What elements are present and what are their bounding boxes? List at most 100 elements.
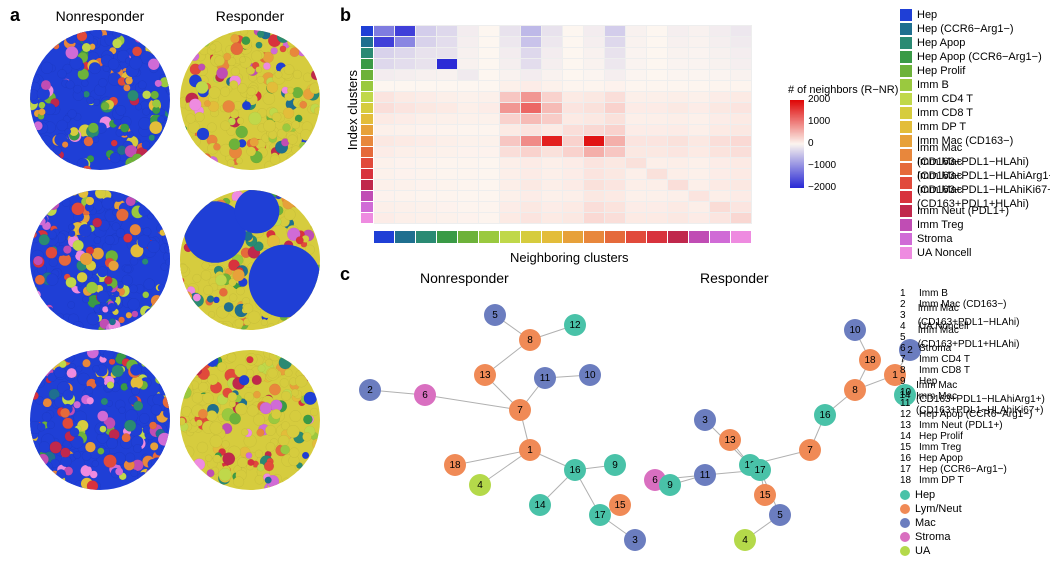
legend-label: Imm CD4 T [917,92,973,106]
colorbar-tick: 2000 [808,95,836,117]
legend-group-label: UA [915,544,930,558]
legend-swatch [900,65,912,77]
colorbar-tick: 1000 [808,117,836,139]
svg-text:12: 12 [569,320,581,331]
svg-text:1: 1 [892,370,898,381]
legend-swatch [900,23,912,35]
legend-row: Hep Apop (CCR6−Arg1−) [900,50,1050,64]
svg-text:1: 1 [527,445,533,456]
svg-text:5: 5 [777,510,783,521]
legend-group-label: Stroma [915,530,950,544]
svg-text:17: 17 [754,465,766,476]
svg-text:16: 16 [819,410,831,421]
legend-group-row: Stroma [900,530,962,544]
legend-num-row: 18Imm DP T [900,475,1050,486]
heatmap [360,25,780,235]
legend-row: Hep (CCR6−Arg1−) [900,22,1050,36]
colorbar-tick: 0 [808,139,836,161]
legend-label: Hep Apop (CCR6−Arg1−) [917,50,1042,64]
legend-label: Imm Treg [917,218,963,232]
svg-text:4: 4 [742,535,748,546]
legend-node-groups: HepLym/NeutMacStromaUA [900,488,962,558]
legend-row: UA Noncell [900,246,1050,260]
svg-text:14: 14 [534,500,546,511]
svg-text:6: 6 [422,390,428,401]
legend-swatch [900,93,912,105]
legend-label: Hep [917,8,937,22]
legend-swatch [900,247,912,259]
legend-group-label: Mac [915,516,936,530]
legend-dot [900,504,910,514]
legend-label: Hep Apop [917,36,965,50]
legend-group-row: Lym/Neut [900,502,962,516]
legend-row: Imm CD8 T [900,106,1050,120]
colorbar [790,100,804,188]
svg-text:2: 2 [367,385,373,396]
legend-group-label: Lym/Neut [915,502,962,516]
network-responder: 123456789101112131415161718 [620,290,930,560]
legend-row: Imm Mac (CD163+PDL1+HLAhi) [900,190,1050,204]
legend-swatch [900,177,912,189]
legend-row: Hep Apop [900,36,1050,50]
legend-swatch [900,51,912,63]
legend-swatch [900,163,912,175]
legend-swatch [900,135,912,147]
legend-swatch [900,107,912,119]
legend-label: Hep (CCR6−Arg1−) [917,22,1014,36]
svg-text:8: 8 [852,385,858,396]
svg-text:15: 15 [759,490,771,501]
network-nonresponder: 123456789101112131415161718 [340,290,650,560]
colorbar-ticks: 200010000−1000−2000 [808,95,836,205]
svg-text:13: 13 [479,370,491,381]
svg-text:7: 7 [517,405,523,416]
svg-text:11: 11 [700,470,711,481]
legend-group-row: UA [900,544,962,558]
legend-node-numbers: 1Imm B2Imm Mac (CD163−)3Imm Mac (CD163+P… [900,288,1050,486]
legend-row: Imm Treg [900,218,1050,232]
svg-text:5: 5 [492,310,498,321]
legend-swatch [900,205,912,217]
legend-swatch [900,9,912,21]
legend-dot [900,490,910,500]
svg-text:6: 6 [652,475,658,486]
legend-row: Imm CD4 T [900,92,1050,106]
svg-text:3: 3 [702,415,708,426]
legend-clusters: HepHep (CCR6−Arg1−)Hep ApopHep Apop (CCR… [900,8,1050,260]
legend-row: Imm B [900,78,1050,92]
legend-label: Hep Prolif [917,64,965,78]
legend-swatch [900,219,912,231]
axis-neighbor-clusters: Neighboring clusters [510,250,629,265]
svg-text:8: 8 [527,335,533,346]
colorbar-tick: −1000 [808,161,836,183]
legend-group-row: Mac [900,516,962,530]
legend-label: Stroma [917,232,952,246]
legend-dot [900,546,910,556]
col-title-responder: Responder [180,8,320,24]
svg-text:9: 9 [612,460,618,471]
svg-text:9: 9 [667,480,673,491]
voronoi-circle [30,190,170,330]
panel-a-label: a [10,5,20,26]
svg-text:16: 16 [569,465,581,476]
legend-row: Imm DP T [900,120,1050,134]
legend-swatch [900,149,912,161]
legend-swatch [900,191,912,203]
svg-text:13: 13 [724,435,736,446]
svg-text:18: 18 [864,355,876,366]
legend-group-label: Hep [915,488,935,502]
axis-index-clusters: Index clusters [345,70,360,150]
legend-row: Hep Prolif [900,64,1050,78]
svg-text:10: 10 [849,325,861,336]
legend-swatch [900,79,912,91]
col-title-nonresponder: Nonresponder [30,8,170,24]
net-title-responder: Responder [700,270,769,286]
legend-label: Imm DP T [917,120,966,134]
legend-dot [900,532,910,542]
colorbar-title: # of neighbors (R−NR) [788,84,898,96]
legend-row: Hep [900,8,1050,22]
legend-label: UA Noncell [917,246,971,260]
legend-label: Imm CD8 T [917,106,973,120]
svg-text:4: 4 [477,480,483,491]
legend-group-row: Hep [900,488,962,502]
figure-root: a b c Nonresponder Responder Index clust… [0,0,1050,571]
